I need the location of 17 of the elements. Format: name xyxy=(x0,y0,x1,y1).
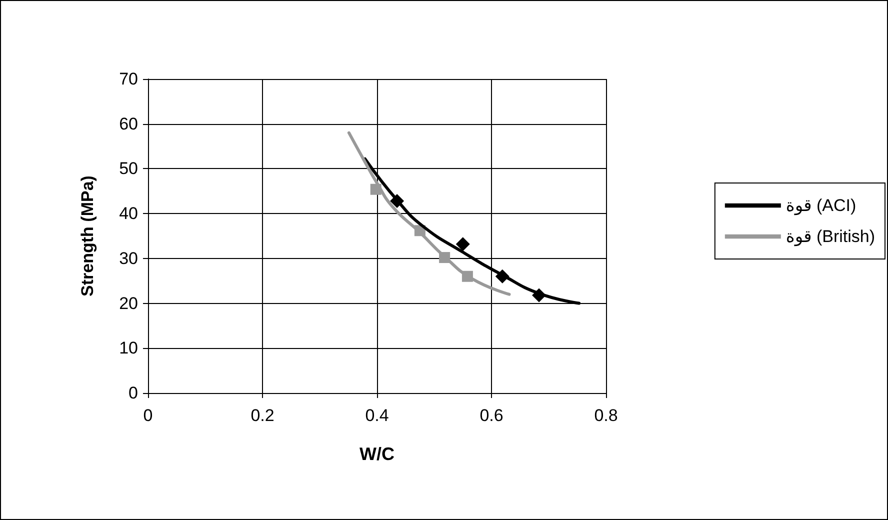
x-axis-title: W/C xyxy=(360,444,394,464)
y-axis-title: Strength (MPa) xyxy=(78,176,97,296)
x-tick-label: 0.4 xyxy=(365,406,389,425)
y-tick-label: 30 xyxy=(119,248,138,268)
y-tick-label: 70 xyxy=(119,70,138,88)
x-tick-label: 0.8 xyxy=(594,406,618,425)
y-tick-label: 50 xyxy=(119,159,138,178)
x-tick-label: 0 xyxy=(143,406,153,425)
y-tick-label: 20 xyxy=(119,294,138,313)
y-tick-label: 60 xyxy=(119,114,138,134)
legend-label: قوة (British) xyxy=(786,227,876,247)
x-tick-label: 0.6 xyxy=(480,406,504,425)
y-tick-label: 10 xyxy=(119,338,138,358)
y-tick-label: 0 xyxy=(128,384,138,402)
x-tick-label: 0.2 xyxy=(250,406,274,425)
legend-label: قوة (ACI) xyxy=(786,196,856,216)
y-tick-label: 40 xyxy=(119,204,138,224)
